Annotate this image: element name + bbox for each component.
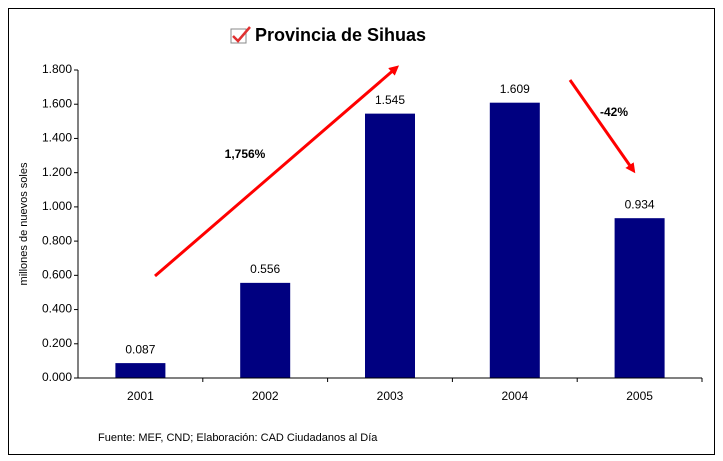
bar bbox=[240, 282, 291, 378]
source-note: Fuente: MEF, CND; Elaboración: CAD Ciuda… bbox=[98, 432, 378, 444]
y-tick-label: 0.600 bbox=[42, 268, 72, 282]
y-tick-label: 1.200 bbox=[42, 165, 72, 179]
y-tick-label: 1.400 bbox=[42, 131, 72, 145]
bar bbox=[489, 102, 540, 378]
y-tick-label: 1.600 bbox=[42, 96, 72, 110]
bar bbox=[365, 113, 415, 378]
y-tick-label: 0.800 bbox=[42, 233, 72, 247]
data-label: 1.609 bbox=[500, 82, 530, 96]
x-tick-label: 2005 bbox=[626, 389, 653, 403]
y-tick-label: 1.000 bbox=[42, 199, 72, 213]
arrow bbox=[154, 65, 400, 278]
x-tick-label: 2002 bbox=[252, 389, 279, 403]
title-icon bbox=[230, 26, 251, 44]
data-label: 0.556 bbox=[250, 262, 280, 276]
x-tick-label: 2001 bbox=[127, 389, 154, 403]
y-tick-label: 0.000 bbox=[42, 370, 72, 384]
bar bbox=[614, 218, 665, 378]
bar bbox=[115, 363, 166, 378]
y-tick-label: 0.200 bbox=[42, 336, 72, 350]
data-label: 1.545 bbox=[375, 93, 405, 107]
arrow bbox=[568, 79, 636, 174]
data-label: 0.934 bbox=[625, 197, 655, 211]
y-tick-label: 0.400 bbox=[42, 302, 72, 316]
x-tick-label: 2004 bbox=[501, 389, 528, 403]
annotation: 1,756% bbox=[225, 147, 266, 161]
chart-title: Provincia de Sihuas bbox=[255, 25, 426, 45]
data-label: 0.087 bbox=[125, 342, 155, 356]
annotation: -42% bbox=[600, 105, 628, 119]
x-tick-label: 2003 bbox=[377, 389, 404, 403]
y-axis-label: millones de nuevos soles bbox=[18, 162, 30, 285]
frame bbox=[8, 8, 715, 455]
y-tick-label: 1.800 bbox=[42, 62, 72, 76]
